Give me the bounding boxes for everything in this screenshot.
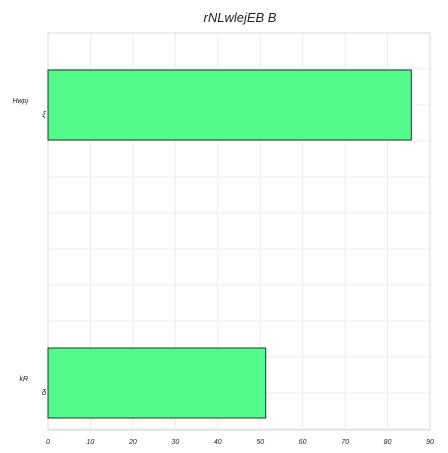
x-tick-label: 40 <box>214 439 222 446</box>
bar-hwpj <box>47 69 412 141</box>
bar-kr <box>47 347 267 419</box>
x-tick-label: 70 <box>341 439 349 446</box>
x-tick-label: 60 <box>299 439 307 446</box>
x-tick-label: 30 <box>171 439 179 446</box>
y-tick-labels: Hwpj ξ kR δ <box>12 98 46 397</box>
bars <box>47 69 412 419</box>
y-tick-marker: ξ <box>42 110 46 119</box>
x-tick-label: 90 <box>426 439 434 446</box>
x-tick-label: 50 <box>256 439 264 446</box>
y-tick-label: Hwpj <box>12 98 28 105</box>
x-tick-label: 0 <box>46 439 50 446</box>
plot-frame <box>47 32 431 431</box>
x-tick-label: 20 <box>128 439 137 446</box>
chart-title: rNLwlejEB B <box>204 10 277 25</box>
x-tick-label: 80 <box>384 439 392 446</box>
x-tick-label: 10 <box>87 439 95 446</box>
x-tick-labels: 0 10 20 30 40 50 60 70 80 90 <box>46 439 434 446</box>
y-tick-label: kR <box>19 376 28 383</box>
y-tick-marker: δ <box>42 388 47 397</box>
